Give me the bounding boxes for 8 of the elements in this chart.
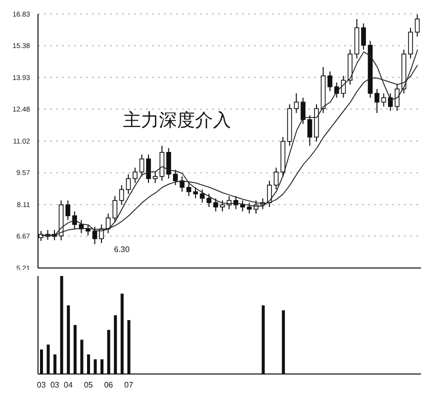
x-tick-label: 06 <box>104 380 114 390</box>
annotation: 6.30 <box>114 245 130 254</box>
x-tick-label: 05 <box>84 380 94 390</box>
x-tick-label: 03 <box>50 380 60 390</box>
x-tick-label: 03 <box>36 380 46 390</box>
x-tick-label: 07 <box>124 380 134 390</box>
x-tick-label: 04 <box>64 380 74 390</box>
annotation: 主力深度介入 <box>123 109 231 132</box>
